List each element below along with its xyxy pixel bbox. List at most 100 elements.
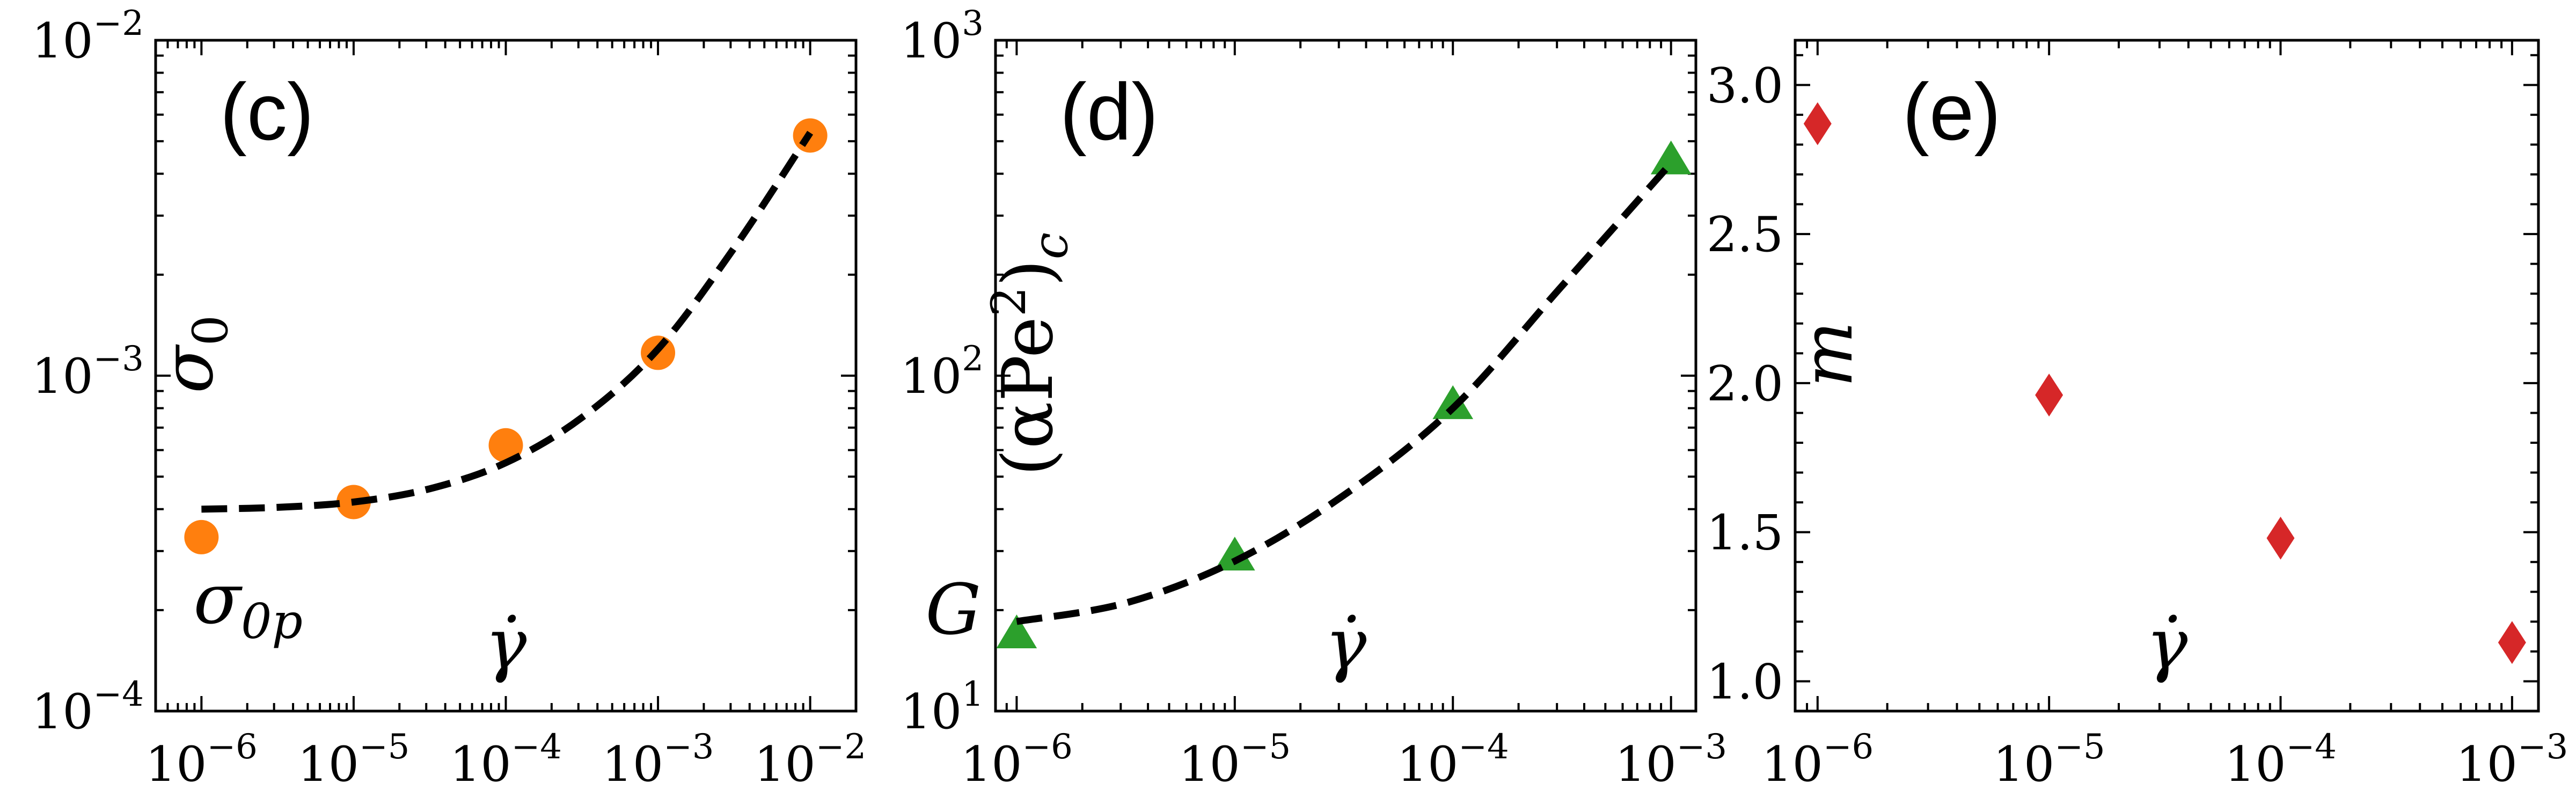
data-point [488, 428, 523, 463]
data-point [996, 614, 1037, 648]
ticks [1794, 40, 2538, 712]
tick-base: 10 [32, 684, 93, 740]
tick-exponent: −3 [2518, 727, 2568, 767]
tick-exponent: −4 [2286, 727, 2337, 767]
tick-exponent: −2 [816, 727, 866, 767]
panel-label: (c) [220, 67, 314, 157]
ticks [994, 39, 1696, 712]
tick-base: 10 [602, 736, 664, 793]
data-point [2035, 374, 2063, 417]
tick-base: 10 [754, 736, 816, 793]
y-tick-label: 2.5 [1707, 207, 1783, 263]
y-axis-label: (αPe2)c [981, 232, 1079, 476]
ylabel-sup: 2 [981, 287, 1036, 317]
panel-e: 10−6 10−5 10−4 10−31.01.52.02.53.0 (e)γ̇m [1707, 39, 2568, 793]
panel-label: (e) [1902, 67, 2001, 157]
annotation: G [925, 569, 981, 650]
tick-exponent: −4 [93, 675, 144, 714]
tick-base: 10 [1615, 736, 1677, 793]
tick-exponent: −2 [93, 4, 144, 43]
tick-base: 10 [450, 736, 511, 793]
ylabel-sub: c [1022, 232, 1079, 259]
y-axis-label: σ0 [147, 315, 239, 393]
annotation-main: G [925, 569, 981, 650]
ticks [155, 39, 857, 712]
x-tick-label: 10−2 [754, 727, 866, 793]
x-axis-label: γ̇ [2146, 603, 2188, 685]
data-point [1650, 140, 1692, 174]
tick-exponent: −4 [1458, 727, 1509, 767]
tick-base: 10 [1179, 736, 1240, 793]
data-point [2266, 516, 2295, 560]
tick-base: 10 [32, 13, 93, 69]
tick-base: 10 [1397, 736, 1459, 793]
ylabel-main: (αPe [987, 317, 1069, 476]
fit-curve [201, 130, 814, 513]
y-tick-label: 10−2 [32, 4, 144, 69]
tick-base: 10 [145, 736, 207, 793]
tick-base: 10 [901, 684, 962, 740]
tick-base: 10 [297, 736, 359, 793]
data-point [1214, 537, 1255, 571]
x-axis-label: γ̇ [1325, 603, 1367, 685]
x-tick-label: 10−4 [1397, 727, 1509, 793]
y-tick-label: 101 [901, 675, 984, 740]
tick-base: 10 [961, 736, 1022, 793]
y-tick-label: 102 [901, 339, 984, 405]
annotation-main: σ [193, 558, 243, 640]
x-tick-label: 10−3 [1615, 727, 1727, 793]
tick-base: 10 [901, 348, 962, 405]
y-tick-label: 103 [901, 4, 984, 69]
tick-base: 10 [901, 13, 962, 69]
plot-frame [1794, 39, 2540, 713]
data-point [1803, 102, 1832, 145]
annotation-sub: 0p [241, 594, 303, 650]
ylabel-tail: ) [987, 259, 1069, 287]
x-axis-label: γ̇ [485, 603, 527, 685]
tick-exponent: −5 [359, 727, 409, 767]
x-tick-label: 10−5 [1179, 727, 1291, 793]
tick-exponent: −4 [511, 727, 562, 767]
data-point [2498, 621, 2526, 664]
tick-exponent: −5 [1240, 727, 1291, 767]
y-tick-label: 1.0 [1707, 654, 1783, 710]
ylabel-main: σ [147, 344, 229, 393]
y-tick-label: 1.5 [1707, 505, 1783, 561]
x-tick-label: 10−3 [602, 727, 714, 793]
tick-base: 10 [2456, 736, 2518, 793]
tick-base: 10 [32, 348, 93, 405]
tick-base: 10 [2224, 736, 2286, 793]
tick-exponent: −3 [1677, 727, 1727, 767]
tick-exponent: −6 [207, 727, 257, 767]
y-tick-label: 10−3 [32, 339, 144, 405]
tick-base: 10 [1761, 736, 1823, 793]
tick-base: 10 [1993, 736, 2055, 793]
x-tick-label: 10−5 [297, 727, 409, 793]
panel-c: 10−6 10−5 10−4 10−3 10−210−410−310−2(c)γ̇σ0σ… [32, 4, 866, 793]
y-tick-label: 10−4 [32, 675, 144, 740]
x-tick-label: 10−6 [961, 727, 1073, 793]
ylabel-sub: 0 [182, 315, 239, 346]
y-tick-label: 3.0 [1707, 57, 1783, 114]
x-tick-label: 10−4 [450, 727, 562, 793]
tick-exponent: −5 [2054, 727, 2105, 767]
fit-curve [1016, 160, 1674, 625]
tick-exponent: −6 [1022, 727, 1072, 767]
tick-exponent: 2 [962, 339, 984, 379]
tick-exponent: −3 [93, 339, 144, 379]
tick-exponent: 1 [962, 675, 984, 714]
x-tick-label: 10−3 [2456, 727, 2568, 793]
y-tick-label: 2.0 [1707, 356, 1783, 412]
data-point [1432, 385, 1474, 419]
annotation: σ0p [193, 558, 303, 650]
tick-exponent: −6 [1823, 727, 1874, 767]
x-tick-label: 10−6 [1761, 727, 1874, 793]
data-point [184, 519, 219, 554]
tick-exponent: −3 [663, 727, 714, 767]
y-axis-label: m [1787, 321, 1868, 387]
panel-label: (d) [1060, 67, 1158, 157]
x-tick-label: 10−5 [1993, 727, 2105, 793]
x-tick-label: 10−6 [145, 727, 258, 793]
